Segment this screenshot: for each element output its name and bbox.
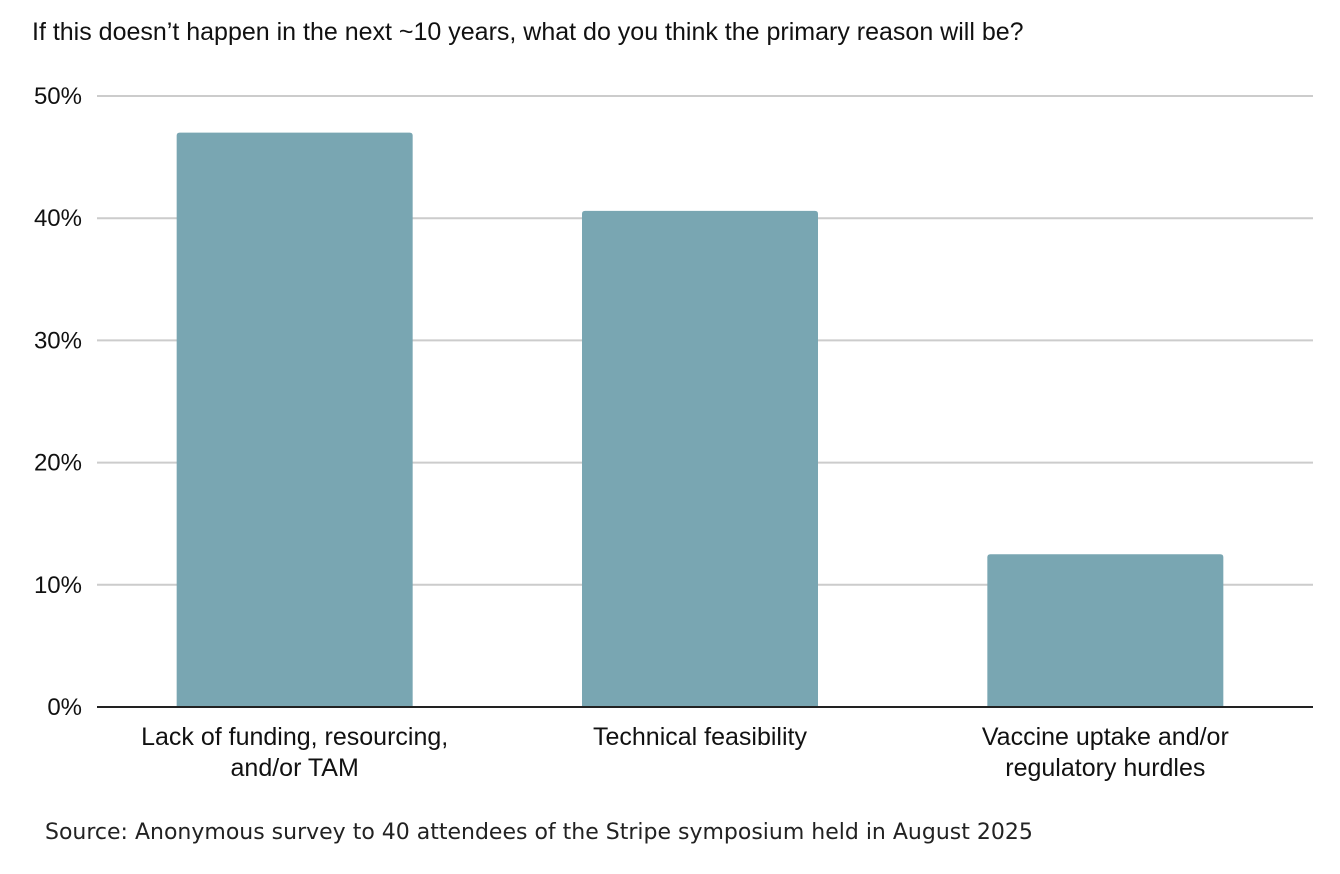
- bar: [582, 210, 818, 708]
- y-tick-label: 50%: [34, 83, 82, 110]
- x-tick-label: and/or TAM: [231, 754, 359, 782]
- chart-title: If this doesn’t happen in the next ~10 y…: [32, 18, 1024, 46]
- y-axis-ticks: 0% 10% 20% 30% 40% 50%: [34, 83, 82, 721]
- x-tick-label: regulatory hurdles: [1005, 754, 1205, 782]
- y-tick-label: 30%: [34, 327, 82, 354]
- source-note: Source: Anonymous survey to 40 attendees…: [45, 820, 1033, 845]
- bar: [176, 132, 413, 707]
- y-tick-label: 0%: [47, 694, 82, 721]
- y-tick-label: 10%: [34, 572, 82, 599]
- y-tick-label: 20%: [34, 450, 82, 477]
- x-tick-label: Technical feasibility: [593, 723, 807, 751]
- x-tick-label: Lack of funding, resourcing,: [141, 723, 448, 751]
- x-tick-label: Vaccine uptake and/or: [982, 723, 1229, 751]
- bar: [987, 554, 1224, 707]
- y-tick-label: 40%: [34, 205, 82, 232]
- bars: [176, 132, 1224, 708]
- x-axis-labels: Lack of funding, resourcing, and/or TAM Te…: [141, 723, 1229, 782]
